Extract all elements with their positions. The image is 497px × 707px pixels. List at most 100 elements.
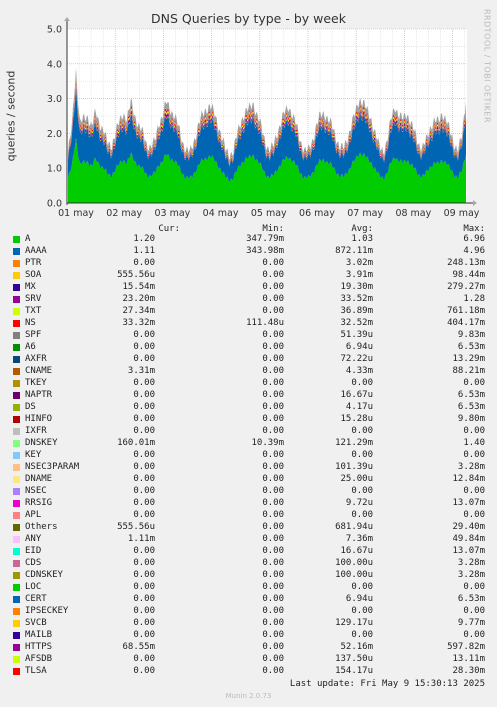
legend-row: IPSECKEY 0.00 0.00 0.00 0.00 bbox=[0, 606, 497, 618]
legend-max: 761.18m bbox=[447, 306, 485, 316]
legend-min: 0.00 bbox=[262, 486, 284, 496]
legend-avg: 0.00 bbox=[351, 450, 373, 460]
legend-avg: 100.00u bbox=[335, 558, 373, 568]
legend-cur: 3.31m bbox=[127, 366, 155, 376]
legend-min: 0.00 bbox=[262, 498, 284, 508]
legend-row: TLSA 0.00 0.00 154.17u 28.30m bbox=[0, 666, 497, 678]
chart-title: DNS Queries by type - by week bbox=[151, 11, 346, 26]
header-avg: Avg: bbox=[351, 224, 373, 234]
legend-avg: 9.72u bbox=[345, 498, 373, 508]
legend-swatch bbox=[13, 392, 20, 399]
x-tick-label: 01 may bbox=[58, 208, 94, 219]
y-tick-label: 1.0 bbox=[47, 164, 62, 175]
legend-cur: 0.00 bbox=[133, 654, 155, 664]
header-max: Max: bbox=[463, 224, 485, 234]
legend-swatch bbox=[13, 404, 20, 411]
y-tick-label: 3.0 bbox=[47, 94, 62, 105]
legend-min: 0.00 bbox=[262, 282, 284, 292]
legend-swatch bbox=[13, 596, 20, 603]
legend-row: AXFR 0.00 0.00 72.22u 13.29m bbox=[0, 354, 497, 366]
legend-min: 0.00 bbox=[262, 570, 284, 580]
legend-min: 0.00 bbox=[262, 354, 284, 364]
legend-swatch bbox=[13, 608, 20, 615]
legend-max: 0.00 bbox=[463, 582, 485, 592]
legend-name: IPSECKEY bbox=[25, 606, 69, 616]
legend-min: 0.00 bbox=[262, 558, 284, 568]
legend-name: KEY bbox=[25, 450, 42, 460]
legend-min: 0.00 bbox=[262, 450, 284, 460]
legend-swatch bbox=[13, 284, 20, 291]
legend-cur: 1.20 bbox=[133, 234, 155, 244]
legend-avg: 25.00u bbox=[340, 474, 373, 484]
legend-name: AFSDB bbox=[25, 654, 53, 664]
legend-swatch bbox=[13, 668, 20, 675]
legend-min: 0.00 bbox=[262, 402, 284, 412]
legend-swatch bbox=[13, 656, 20, 663]
legend-name: AAAA bbox=[25, 246, 47, 256]
legend-min: 0.00 bbox=[262, 642, 284, 652]
legend-min: 0.00 bbox=[262, 270, 284, 280]
legend-cur: 1.11 bbox=[133, 246, 155, 256]
legend-name: TLSA bbox=[25, 666, 47, 676]
legend-min: 0.00 bbox=[262, 582, 284, 592]
legend-min: 0.00 bbox=[262, 342, 284, 352]
legend-cur: 0.00 bbox=[133, 354, 155, 364]
legend-swatch bbox=[13, 500, 20, 507]
legend-avg: 7.36m bbox=[345, 534, 373, 544]
legend-avg: 4.17u bbox=[345, 402, 373, 412]
x-tick-label: 04 may bbox=[203, 208, 239, 219]
y-tick-label: 5.0 bbox=[47, 25, 62, 36]
legend-max: 12.84m bbox=[452, 474, 485, 484]
legend-cur: 0.00 bbox=[133, 594, 155, 604]
legend-cur: 0.00 bbox=[133, 414, 155, 424]
legend-name: NSEC3PARAM bbox=[25, 462, 80, 472]
legend-min: 0.00 bbox=[262, 510, 284, 520]
legend-max: 29.40m bbox=[452, 522, 485, 532]
legend-max: 6.53m bbox=[457, 342, 485, 352]
legend-avg: 129.17u bbox=[335, 618, 373, 628]
legend-name: A bbox=[25, 234, 31, 244]
legend-cur: 160.01m bbox=[117, 438, 155, 448]
last-update: Last update: Fri May 9 15:30:13 2025 bbox=[289, 679, 485, 689]
legend-max: 248.13m bbox=[447, 258, 485, 268]
legend-avg: 0.00 bbox=[351, 582, 373, 592]
legend-avg: 16.67u bbox=[340, 546, 373, 556]
legend-header: Cur: Min: Avg: Max: bbox=[0, 224, 497, 236]
legend-name: MX bbox=[25, 282, 36, 292]
legend-row: A 1.20 347.79m 1.03 6.96 bbox=[0, 234, 497, 246]
legend-max: 9.77m bbox=[457, 618, 485, 628]
legend-row: HINFO 0.00 0.00 15.28u 9.80m bbox=[0, 414, 497, 426]
legend-name: NS bbox=[25, 318, 36, 328]
legend-swatch bbox=[13, 644, 20, 651]
legend-avg: 0.00 bbox=[351, 486, 373, 496]
legend-name: SVCB bbox=[25, 618, 47, 628]
y-axis-arrow bbox=[64, 17, 70, 21]
legend-swatch bbox=[13, 380, 20, 387]
legend-name: CERT bbox=[25, 594, 47, 604]
legend-name: CDS bbox=[25, 558, 42, 568]
legend-min: 0.00 bbox=[262, 534, 284, 544]
legend-min: 0.00 bbox=[262, 414, 284, 424]
y-tick-label: 0.0 bbox=[47, 199, 62, 210]
legend-name: HINFO bbox=[25, 414, 53, 424]
legend-avg: 36.89m bbox=[340, 306, 373, 316]
legend-swatch bbox=[13, 296, 20, 303]
legend-swatch bbox=[13, 512, 20, 519]
legend-max: 6.53m bbox=[457, 402, 485, 412]
legend-max: 0.00 bbox=[463, 510, 485, 520]
legend-max: 0.00 bbox=[463, 450, 485, 460]
legend-row: SOA 555.56u 0.00 3.91m 98.44m bbox=[0, 270, 497, 282]
legend-max: 6.53m bbox=[457, 390, 485, 400]
legend-avg: 16.67u bbox=[340, 390, 373, 400]
legend-row: MX 15.54m 0.00 19.30m 279.27m bbox=[0, 282, 497, 294]
legend-min: 0.00 bbox=[262, 606, 284, 616]
legend-name: LOC bbox=[25, 582, 42, 592]
legend-swatch bbox=[13, 416, 20, 423]
legend-max: 6.53m bbox=[457, 594, 485, 604]
legend-row: DS 0.00 0.00 4.17u 6.53m bbox=[0, 402, 497, 414]
legend-name: CDNSKEY bbox=[25, 570, 63, 580]
legend-max: 0.00 bbox=[463, 630, 485, 640]
legend-swatch bbox=[13, 464, 20, 471]
legend-max: 6.96 bbox=[463, 234, 485, 244]
header-min: Min: bbox=[262, 224, 284, 234]
